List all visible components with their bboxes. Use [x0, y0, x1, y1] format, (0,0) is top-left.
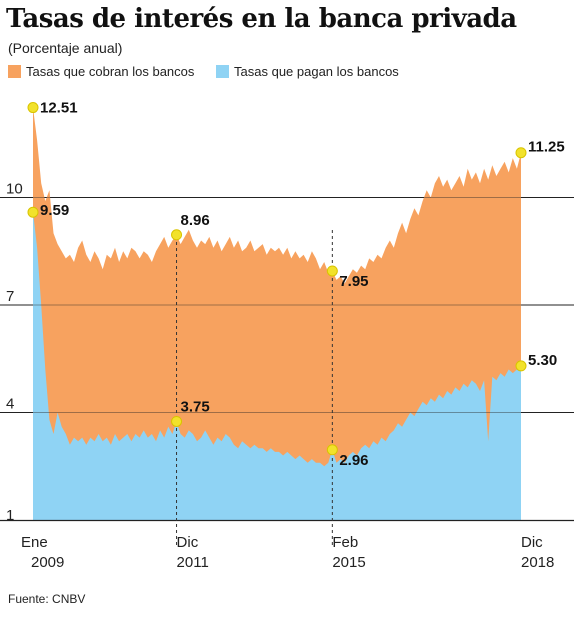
- data-marker-4: [326, 265, 338, 277]
- data-label-1: 9.59: [40, 202, 69, 219]
- legend-label-pagan: Tasas que pagan los bancos: [234, 64, 399, 79]
- data-marker-7: [515, 360, 527, 372]
- x-tick-label-2-line2: 2015: [332, 554, 365, 571]
- legend-swatch-cobran: [8, 65, 21, 78]
- legend-label-cobran: Tasas que cobran los bancos: [26, 64, 195, 79]
- area-series-0: [33, 107, 521, 520]
- data-label-5: 2.96: [339, 452, 368, 469]
- data-marker-2: [171, 229, 183, 241]
- legend-swatch-pagan: [216, 65, 230, 78]
- legend-item-cobran: Tasas que cobran los bancos: [8, 64, 194, 79]
- data-label-7: 5.30: [528, 352, 557, 369]
- x-tick-label-2-line1: Feb: [332, 534, 358, 551]
- x-tick-label-3-line2: 2018: [521, 554, 554, 571]
- y-tick-label-4: 4: [6, 396, 14, 413]
- x-tick-label-0-line2: 2009: [31, 554, 64, 571]
- data-marker-3: [171, 415, 183, 427]
- data-marker-0: [27, 102, 39, 114]
- legend: Tasas que cobran los bancos Tasas que pa…: [8, 64, 417, 81]
- data-label-4: 7.95: [339, 273, 368, 290]
- area-series-1: [33, 212, 521, 520]
- x-tick-label-3-line1: Dic: [521, 534, 543, 551]
- data-marker-1: [27, 206, 39, 218]
- data-label-2: 8.96: [181, 212, 210, 229]
- data-label-6: 11.25: [528, 139, 565, 156]
- data-marker-6: [515, 147, 527, 159]
- data-label-0: 12.51: [40, 100, 78, 117]
- x-tick-label-1-line1: Dic: [177, 534, 199, 551]
- x-tick-label-0-line1: Ene: [21, 534, 48, 551]
- chart-title: Tasas de interés en la banca privada: [6, 4, 517, 34]
- chart-subtitle: (Porcentaje anual): [8, 40, 123, 56]
- legend-item-pagan: Tasas que pagan los bancos: [216, 64, 399, 79]
- y-tick-label-1: 1: [6, 507, 14, 524]
- x-tick-label-1-line2: 2011: [177, 554, 209, 571]
- source-note: Fuente: CNBV: [8, 592, 86, 606]
- y-tick-label-7: 7: [6, 288, 14, 305]
- y-tick-label-10: 10: [6, 181, 23, 198]
- data-marker-5: [326, 444, 338, 456]
- data-label-3: 3.75: [181, 398, 210, 415]
